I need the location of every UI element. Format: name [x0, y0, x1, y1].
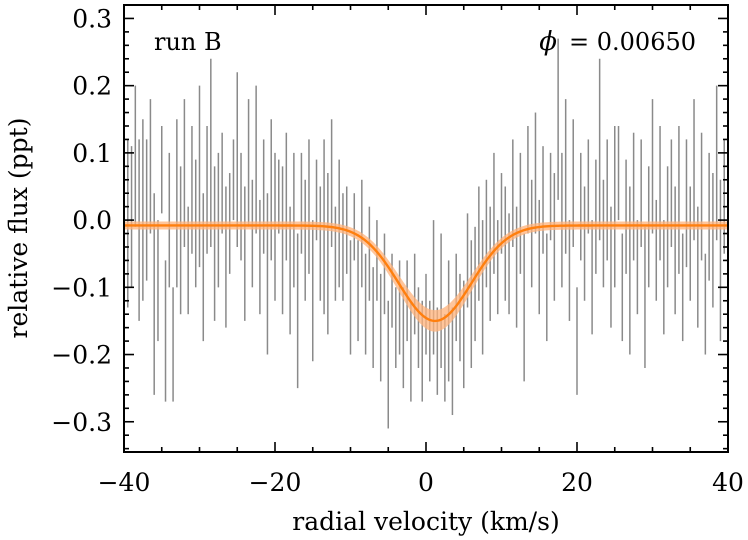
x-axis-title: radial velocity (km/s)	[292, 507, 559, 536]
x-tick-labels: −40 −20 0 20 40	[98, 468, 744, 497]
y-tick-label-3: 0.0	[72, 206, 112, 235]
y-axis-title: relative flux (ppt)	[4, 118, 33, 339]
y-tick-label-2: −0.1	[51, 273, 112, 302]
phase-symbol: ϕ	[539, 27, 557, 57]
y-tick-label-5: 0.2	[72, 72, 112, 101]
model-line	[124, 224, 728, 323]
model-uncertainty-band	[124, 221, 728, 332]
y-tick-label-0: −0.3	[51, 408, 112, 437]
phase-annotation: ϕ = 0.00650	[539, 27, 696, 57]
x-tick-label-0: −40	[98, 468, 151, 497]
y-tick-label-4: 0.1	[72, 139, 112, 168]
x-tick-label-1: −20	[249, 468, 302, 497]
y-tick-labels: −0.3 −0.2 −0.1 0.0 0.1 0.2 0.3	[51, 4, 112, 436]
phase-value: = 0.00650	[569, 28, 696, 56]
x-tick-label-2: 0	[418, 468, 434, 497]
plot-frame	[123, 4, 729, 453]
y-tick-label-1: −0.2	[51, 341, 112, 370]
y-tick-label-6: 0.3	[72, 4, 112, 33]
run-label: run B	[154, 28, 222, 56]
x-tick-label-4: 40	[712, 468, 744, 497]
x-tick-label-3: 20	[561, 468, 593, 497]
